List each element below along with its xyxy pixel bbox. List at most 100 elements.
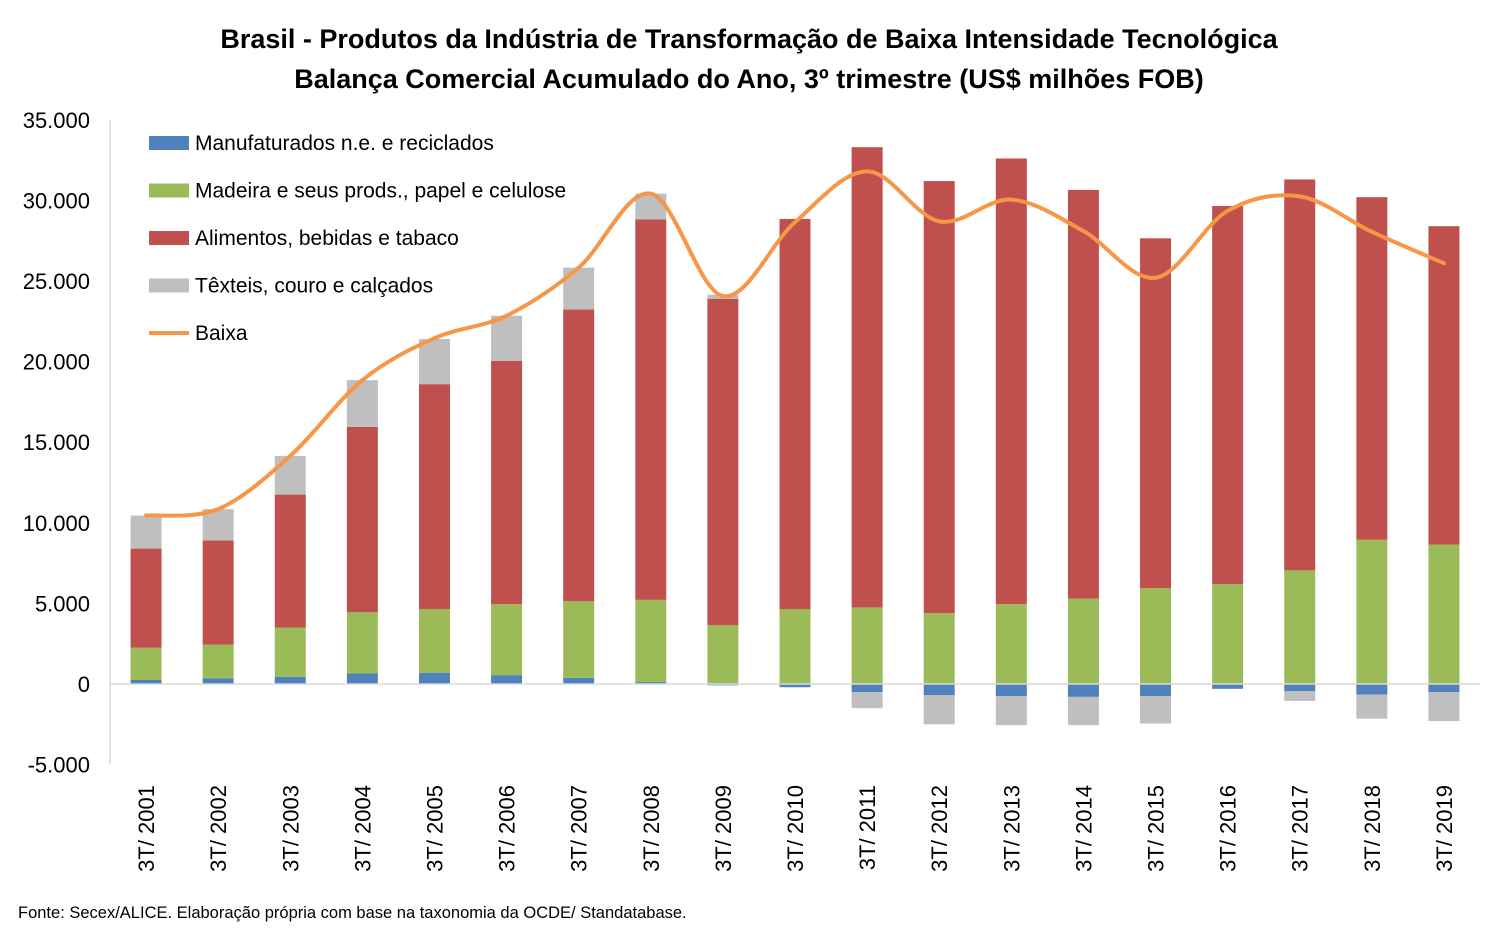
bar-segment-series-2 <box>1356 197 1388 540</box>
bar-segment-series-1 <box>1356 539 1388 684</box>
bar-segment-series-0 <box>851 684 883 693</box>
x-tick-label: 3T/ 2006 <box>495 785 520 872</box>
bars-layer <box>130 147 1460 726</box>
bar-segment-series-1 <box>418 609 450 673</box>
legend-swatch <box>149 278 189 293</box>
bar-segment-series-1 <box>202 644 234 679</box>
bar-segment-series-0 <box>563 677 595 684</box>
bar-segment-series-1 <box>1284 570 1316 684</box>
bar-segment-series-2 <box>202 540 234 645</box>
bar-segment-series-3 <box>130 515 162 549</box>
chart-subtitle: Balança Comercial Acumulado do Ano, 3º t… <box>294 64 1204 94</box>
bar-segment-series-0 <box>418 672 450 684</box>
bar-segment-series-3 <box>563 267 595 310</box>
bar-segment-series-0 <box>346 673 378 684</box>
x-tick-label: 3T/ 2012 <box>927 785 952 872</box>
y-axis-ticks: -5.000 0 5.000 10.000 15.000 20.000 25.000 30.0… <box>23 108 90 778</box>
bar-segment-series-3 <box>1284 691 1316 701</box>
legend-label: Têxteis, couro e calçados <box>195 275 433 298</box>
bar-segment-series-2 <box>635 219 667 600</box>
bar-segment-series-3 <box>346 380 378 427</box>
legend-swatch <box>149 231 189 245</box>
bar-segment-series-2 <box>491 360 523 605</box>
bar-segment-series-0 <box>635 682 667 684</box>
bar-segment-series-1 <box>346 612 378 674</box>
legend: Manufaturados n.e. e reciclados Madeira e… <box>149 132 566 345</box>
x-tick-label: 3T/ 2016 <box>1216 785 1241 872</box>
x-tick-label: 3T/ 2019 <box>1432 785 1457 872</box>
x-tick-label: 3T/ 2003 <box>278 785 303 872</box>
bar-segment-series-2 <box>779 218 811 610</box>
bar-segment-series-3 <box>923 695 955 725</box>
bar-segment-series-0 <box>1212 684 1244 689</box>
bar-segment-series-3 <box>1356 694 1388 719</box>
bar-segment-series-3 <box>491 315 523 361</box>
y-tick-label: 25.000 <box>23 269 90 294</box>
bar-segment-series-1 <box>1140 588 1172 684</box>
bar-segment-series-2 <box>1067 189 1099 599</box>
bar-segment-series-1 <box>995 604 1027 684</box>
bar-segment-series-1 <box>635 599 667 683</box>
bar-segment-series-3 <box>995 696 1027 726</box>
bar-segment-series-3 <box>418 339 450 385</box>
source-note: Fonte: Secex/ALICE. Elaboração própria c… <box>18 904 687 922</box>
bar-segment-series-3 <box>274 455 306 495</box>
bar-segment-series-1 <box>1428 544 1460 684</box>
bar-segment-series-2 <box>1428 226 1460 545</box>
bar-segment-series-2 <box>563 309 595 602</box>
bar-segment-series-1 <box>779 609 811 684</box>
bar-segment-series-0 <box>1284 684 1316 692</box>
y-tick-label: 10.000 <box>23 511 90 536</box>
bar-segment-series-2 <box>923 181 955 614</box>
legend-label: Alimentos, bebidas e tabaco <box>195 227 459 250</box>
bar-segment-series-1 <box>923 613 955 684</box>
bar-segment-series-3 <box>1140 696 1172 724</box>
y-tick-label: 30.000 <box>23 188 90 213</box>
x-tick-label: 3T/ 2005 <box>422 785 447 872</box>
bar-segment-series-0 <box>274 676 306 684</box>
chart-title: Brasil - Produtos da Indústria de Transf… <box>220 24 1278 54</box>
bar-segment-series-0 <box>202 678 234 684</box>
legend-label: Madeira e seus prods., papel e celulose <box>195 180 566 203</box>
legend-label: Manufaturados n.e. e reciclados <box>195 132 494 155</box>
bar-segment-series-2 <box>995 158 1027 605</box>
bar-segment-series-0 <box>995 684 1027 697</box>
bar-segment-series-0 <box>1428 684 1460 693</box>
y-tick-label: 15.000 <box>23 430 90 455</box>
x-tick-label: 3T/ 2011 <box>855 785 880 870</box>
bar-segment-series-1 <box>491 604 523 676</box>
bar-segment-series-1 <box>851 607 883 684</box>
bar-segment-series-3 <box>1428 692 1460 722</box>
x-tick-label: 3T/ 2008 <box>639 785 664 872</box>
bar-segment-series-1 <box>274 627 306 677</box>
x-tick-label: 3T/ 2004 <box>350 785 375 872</box>
bar-segment-series-2 <box>274 494 306 628</box>
bar-segment-series-0 <box>1140 684 1172 697</box>
legend-swatch <box>149 183 189 198</box>
bar-segment-series-2 <box>418 384 450 610</box>
x-tick-label: 3T/ 2013 <box>999 785 1024 872</box>
x-tick-label: 3T/ 2017 <box>1288 785 1313 872</box>
bar-segment-series-0 <box>491 675 523 684</box>
bar-segment-series-2 <box>130 548 162 648</box>
bar-segment-series-2 <box>1212 206 1244 585</box>
line-series-baixa <box>144 169 1446 518</box>
y-tick-label: -5.000 <box>28 753 90 778</box>
x-tick-label: 3T/ 2002 <box>206 785 231 872</box>
legend-swatch <box>149 136 189 150</box>
x-tick-label: 3T/ 2015 <box>1144 785 1169 872</box>
x-tick-label: 3T/ 2001 <box>134 785 159 872</box>
bar-segment-series-3 <box>1067 696 1099 726</box>
bar-segment-series-1 <box>1067 598 1099 684</box>
y-tick-label: 5.000 <box>35 591 90 616</box>
bar-segment-series-1 <box>130 647 162 680</box>
x-tick-label: 3T/ 2009 <box>711 785 736 872</box>
x-tick-label: 3T/ 2018 <box>1360 785 1385 872</box>
x-tick-label: 3T/ 2007 <box>567 785 592 872</box>
bar-segment-series-0 <box>1067 684 1099 697</box>
bar-segment-series-0 <box>779 684 811 688</box>
bar-segment-series-2 <box>1284 179 1316 571</box>
bar-segment-series-2 <box>851 147 883 608</box>
y-tick-label: 20.000 <box>23 350 90 375</box>
